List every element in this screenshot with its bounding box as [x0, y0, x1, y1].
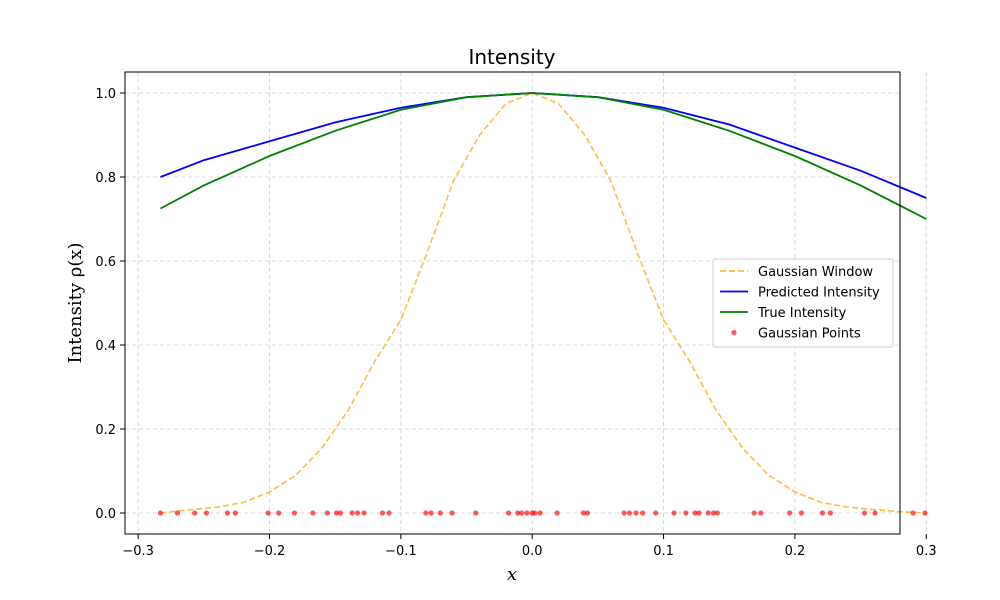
- gaussian-point-38: [671, 510, 677, 516]
- x-tick-label-4: 0.1: [653, 544, 674, 559]
- x-tick-label-3: 0.0: [522, 544, 543, 559]
- y-tick-label-5: 1.0: [95, 87, 116, 102]
- gaussian-point-6: [265, 510, 271, 516]
- gaussian-point-22: [473, 510, 479, 516]
- gaussian-point-42: [705, 510, 711, 516]
- y-tick-label-2: 0.4: [95, 339, 116, 354]
- gaussian-point-12: [337, 510, 344, 516]
- y-axis-label: Intensity ρ(x): [65, 242, 86, 363]
- y-tick-label-3: 0.6: [95, 255, 116, 270]
- legend-swatch-3: [731, 329, 737, 336]
- gaussian-point-1: [174, 510, 181, 516]
- x-tick-label-5: 0.2: [785, 544, 806, 559]
- gaussian-point-16: [379, 510, 386, 516]
- plot-points: [157, 510, 928, 516]
- gaussian-point-19: [428, 510, 434, 516]
- chart-title: Intensity: [468, 45, 555, 69]
- gaussian-point-30: [554, 510, 560, 516]
- gaussian-point-24: [515, 510, 521, 516]
- gaussian-point-33: [621, 510, 627, 516]
- gaussian-point-50: [827, 510, 833, 516]
- x-tick-label-1: −0.2: [254, 544, 286, 559]
- gaussian-point-40: [692, 510, 698, 516]
- gaussian-point-11: [333, 510, 340, 516]
- y-tick-label-0: 0.0: [95, 507, 116, 522]
- gaussian-point-25: [519, 510, 525, 516]
- gaussian-point-32: [584, 510, 590, 516]
- gaussian-point-9: [310, 510, 316, 516]
- gaussian-point-13: [349, 510, 355, 516]
- gaussian-point-53: [910, 510, 916, 516]
- gaussian-point-21: [449, 510, 455, 516]
- gaussian-point-23: [505, 510, 512, 516]
- gaussian-point-28: [532, 510, 538, 516]
- gaussian-point-31: [580, 510, 587, 516]
- x-tick-label-6: 0.3: [916, 544, 937, 559]
- legend-label-2: True Intensity: [757, 306, 847, 321]
- x-axis-ticks: −0.3 −0.2 −0.1 0.0 0.1 0.2 0.3: [122, 534, 937, 559]
- gaussian-point-43: [710, 510, 717, 516]
- gaussian-point-8: [291, 510, 298, 516]
- gaussian-point-44: [714, 510, 721, 516]
- y-tick-label-4: 0.8: [95, 171, 116, 186]
- legend: Gaussian Window Predicted Intensity True I…: [712, 258, 894, 348]
- gaussian-point-34: [626, 510, 633, 516]
- series-line-0: [160, 92, 927, 514]
- gaussian-point-46: [758, 510, 764, 516]
- gaussian-point-20: [437, 510, 443, 516]
- legend-box: [712, 258, 894, 348]
- x-tick-label-0: −0.3: [122, 544, 154, 559]
- gaussian-point-17: [386, 510, 392, 516]
- gaussian-point-36: [639, 510, 646, 516]
- gaussian-point-54: [922, 510, 928, 516]
- gaussian-point-7: [276, 510, 282, 516]
- gaussian-point-49: [819, 510, 826, 516]
- gaussian-point-29: [537, 510, 543, 516]
- y-tick-label-1: 0.2: [95, 423, 116, 438]
- gaussian-point-39: [683, 510, 689, 516]
- gaussian-point-5: [232, 510, 238, 516]
- gaussian-point-52: [872, 510, 878, 516]
- gaussian-point-10: [324, 510, 330, 516]
- gaussian-point-48: [798, 510, 805, 516]
- plot-lines: [160, 92, 927, 514]
- gaussian-point-0: [157, 510, 164, 516]
- gaussian-point-26: [524, 510, 530, 516]
- gaussian-point-2: [192, 510, 198, 516]
- gaussian-point-14: [354, 510, 361, 516]
- y-axis-ticks: 0.0 0.2 0.4 0.6 0.8 1.0: [95, 87, 125, 522]
- x-tick-label-2: −0.1: [385, 544, 417, 559]
- gaussian-point-51: [861, 510, 868, 516]
- legend-label-1: Predicted Intensity: [758, 286, 880, 301]
- gaussian-point-18: [423, 510, 429, 516]
- x-axis-label: x: [507, 564, 517, 585]
- legend-label-0: Gaussian Window: [758, 265, 873, 280]
- gaussian-point-37: [653, 510, 659, 516]
- gaussian-point-3: [203, 510, 210, 516]
- plot-frame: [124, 71, 901, 535]
- gaussian-point-41: [696, 510, 702, 516]
- gaussian-point-15: [361, 510, 367, 516]
- gaussian-point-35: [633, 510, 639, 516]
- gaussian-point-45: [751, 510, 757, 516]
- gaussian-point-4: [224, 510, 231, 516]
- gaussian-point-47: [787, 510, 793, 516]
- series-line-2: [160, 92, 927, 220]
- legend-label-3: Gaussian Points: [758, 327, 861, 342]
